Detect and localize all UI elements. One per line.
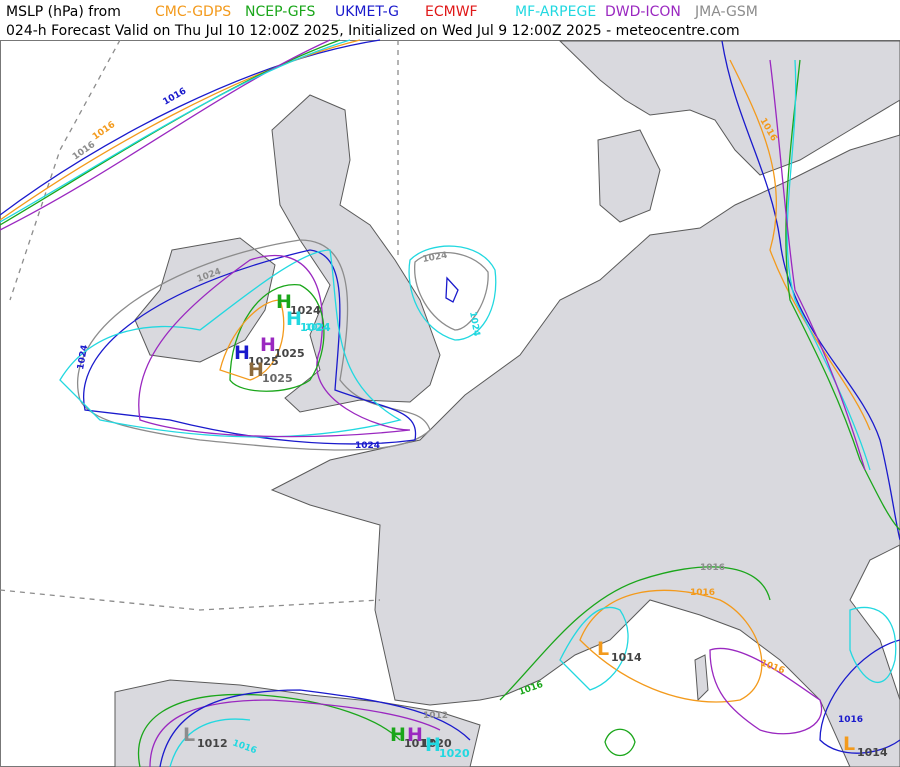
pressure-center-value: 1012 (197, 737, 228, 750)
continent (270, 134, 900, 767)
pressure-center-symbol: H (260, 334, 276, 356)
contour-label: 1024 (305, 323, 330, 333)
denmark (597, 129, 661, 223)
model-name: DWD-ICON (605, 4, 681, 20)
contour-label: 1012 (423, 711, 448, 721)
contour-label: 1016 (838, 715, 863, 725)
contour-label: 1024 (422, 251, 448, 265)
iberia (114, 679, 481, 767)
pressure-center-value: 1025 (274, 347, 305, 360)
model-name: JMA-GSM (694, 4, 758, 20)
model-name: ECMWF (425, 4, 478, 20)
corsica (694, 654, 709, 702)
model-name: MF-ARPEGE (515, 4, 596, 20)
pressure-center-symbol: H (234, 342, 250, 364)
pressure-center-value: 1025 (262, 372, 293, 385)
header-subtitle: 024-h Forecast Valid on Thu Jul 10 12:00… (6, 23, 740, 39)
pressure-center-symbol: L (843, 733, 855, 755)
pressure-center-symbol: H (276, 291, 292, 313)
pressure-center-symbol: H (407, 724, 423, 746)
pressure-center-symbol: H (390, 724, 406, 746)
pressure-center-value: 1017 (404, 737, 435, 750)
pressure-center-value: 1014 (857, 746, 888, 759)
britain (271, 94, 441, 413)
pressure-center-value: 1020 (439, 747, 470, 760)
pressure-center-symbol: L (597, 638, 609, 660)
contour-label: 1016 (700, 563, 725, 573)
pressure-center-value: 1020 (421, 737, 452, 750)
pressure-center-value: 1024 (290, 304, 321, 317)
land (114, 40, 900, 767)
contour-label: 1016 (690, 588, 715, 598)
contour-label: 1024 (467, 311, 481, 337)
isobars (0, 39, 900, 767)
pressure-center-symbol: H (286, 308, 302, 330)
model-name: CMC-GDPS (155, 4, 231, 20)
pressure-center-symbol: L (183, 724, 195, 746)
pressure-center-value: 1024 (300, 321, 331, 334)
pressure-center-symbol: H (425, 734, 441, 756)
model-name: UKMET-G (335, 4, 399, 20)
model-name: NCEP-GFS (245, 4, 315, 20)
contour-label: 1024 (355, 441, 380, 451)
pressure-center-value: 1025 (248, 355, 279, 368)
contour-label: 1024 (76, 344, 90, 370)
scandinavia (558, 40, 900, 176)
header-title: MSLP (hPa) from (6, 4, 121, 20)
pressure-center-symbol: H (248, 359, 264, 381)
pressure-center-value: 1014 (611, 651, 642, 664)
